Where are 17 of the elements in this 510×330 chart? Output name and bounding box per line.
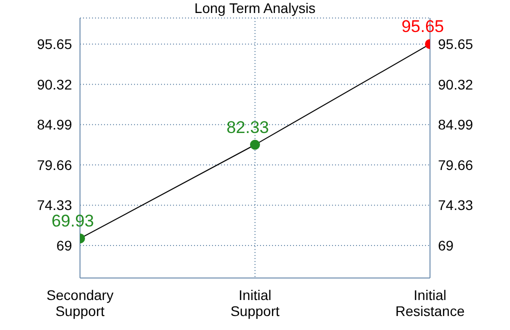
y-tick-label: 79.66 (36, 156, 72, 173)
y-tick-label: 74.33 (36, 197, 72, 214)
y2-tick-label: 69 (438, 237, 454, 254)
y-tick-label: 84.99 (36, 116, 72, 133)
y2-tick-label: 74.33 (438, 197, 474, 214)
y2-tick-label: 84.99 (438, 116, 474, 133)
y2-tick-label: 79.66 (438, 156, 474, 173)
y2-tick-label: 90.32 (438, 76, 474, 92)
y-tick-label: 90.32 (36, 76, 72, 92)
data-label: 82.33 (226, 118, 269, 137)
y2-tick-label: 95.65 (438, 36, 474, 52)
y-tick-label: 95.65 (36, 36, 72, 52)
y-tick-label: 69 (56, 237, 72, 254)
x-tick-label: Secondary Support (46, 287, 114, 319)
chart-title: Long Term Analysis (193, 0, 317, 16)
x-tick-label: Initial Resistance (395, 287, 465, 319)
x-tick-label: Initial Support (230, 287, 280, 319)
